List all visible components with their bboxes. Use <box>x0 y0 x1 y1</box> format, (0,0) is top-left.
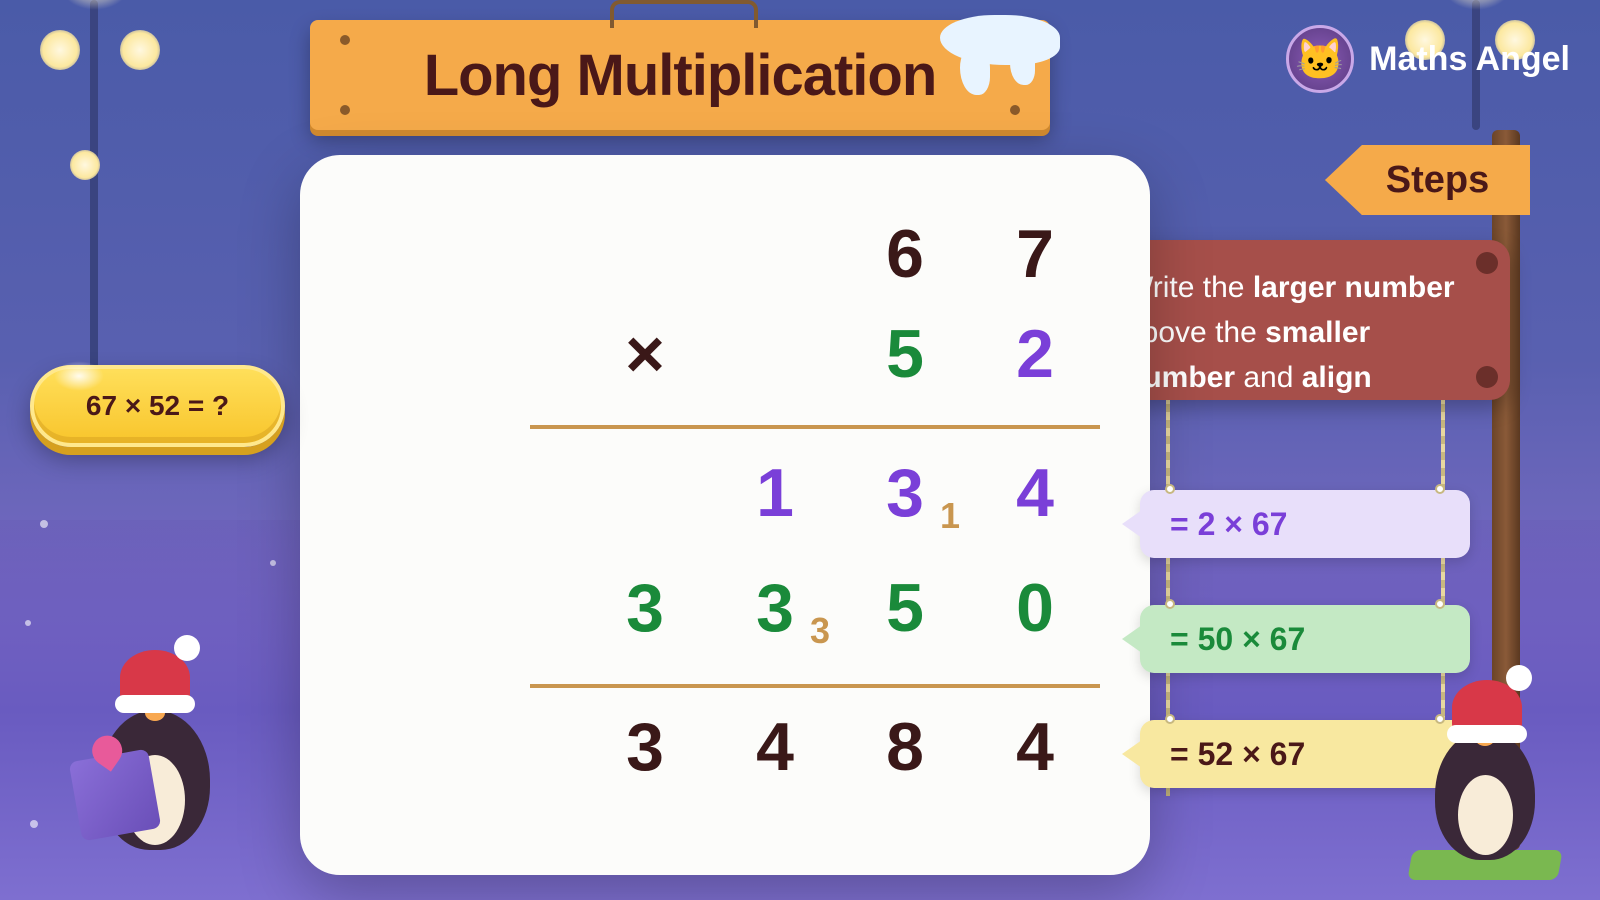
digit: 2 <box>970 315 1100 393</box>
digit-value: 3 <box>886 455 924 531</box>
partial-product-1: 1 3 1 4 <box>350 454 1100 554</box>
digit: 5 <box>840 569 970 647</box>
multiplier-row: × 5 2 <box>350 315 1100 415</box>
digit: 3 1 <box>840 454 970 532</box>
snow-dot <box>40 520 48 528</box>
instruction-text: Write the larger number above the smalle… <box>1125 271 1455 394</box>
digit: 3 3 <box>710 569 840 647</box>
problem-text: 67 × 52 = ? <box>86 390 229 422</box>
digit: 8 <box>840 708 970 786</box>
divider <box>530 425 1100 429</box>
digit: 4 <box>970 454 1100 532</box>
rope-dot <box>1435 484 1445 494</box>
carry-digit: 3 <box>810 610 830 652</box>
instruction-bold: align <box>1302 361 1372 394</box>
breakdown-text: = 2 × 67 <box>1170 506 1287 543</box>
brand-logo: 🐱 Maths Angel <box>1286 25 1570 93</box>
breakdown-text: = 50 × 67 <box>1170 621 1305 658</box>
bg-lamp-light <box>70 150 100 180</box>
digit: 4 <box>970 708 1100 786</box>
digit: 3 <box>580 708 710 786</box>
instruction-bold: larger number <box>1253 271 1455 304</box>
digit-value: 3 <box>756 570 794 646</box>
ice-decoration <box>940 15 1100 105</box>
digit: 1 <box>710 454 840 532</box>
snow-dot <box>25 620 31 626</box>
nail-icon <box>340 105 350 115</box>
bg-lamppost <box>90 0 98 420</box>
page-title: Long Multiplication <box>424 42 937 109</box>
partial-product-2: 3 3 3 5 0 <box>350 569 1100 669</box>
snow-dot <box>30 820 38 828</box>
divider <box>530 684 1100 688</box>
bg-lamp-light <box>40 30 80 70</box>
brand-name: Maths Angel <box>1369 40 1570 79</box>
nail-icon <box>340 35 350 45</box>
digit: 6 <box>840 215 970 293</box>
digit: 4 <box>710 708 840 786</box>
rope-dot <box>1435 599 1445 609</box>
problem-chip: 67 × 52 = ? <box>30 365 285 447</box>
steps-button[interactable]: Steps <box>1325 145 1530 215</box>
instruction-part: and <box>1235 361 1302 394</box>
breakdown-step-2: = 50 × 67 <box>1140 605 1470 673</box>
multiplicand-row: 6 7 <box>350 215 1100 315</box>
result-row: 3 4 8 4 <box>350 708 1100 808</box>
operator: × <box>580 315 710 393</box>
instruction-callout: Write the larger number above the smalle… <box>1090 240 1510 400</box>
rope-dot <box>1165 599 1175 609</box>
digit: 5 <box>840 315 970 393</box>
penguin-gift-character <box>70 650 250 870</box>
breakdown-text: = 52 × 67 <box>1170 736 1305 773</box>
calculation-card: 6 7 × 5 2 1 3 1 4 3 3 3 5 0 <box>300 155 1150 875</box>
bg-lamp-light <box>120 30 160 70</box>
rope-dot <box>1165 714 1175 724</box>
penguin-sled-character <box>1410 680 1570 880</box>
rope-dot <box>1165 484 1175 494</box>
snow-dot <box>270 560 276 566</box>
math-grid: 6 7 × 5 2 1 3 1 4 3 3 3 5 0 <box>350 215 1100 808</box>
close-icon[interactable] <box>1476 366 1498 388</box>
breakdown-step-1: = 2 × 67 <box>1140 490 1470 558</box>
digit: 7 <box>970 215 1100 293</box>
steps-label: Steps <box>1386 159 1489 202</box>
digit: 0 <box>970 569 1100 647</box>
close-icon[interactable] <box>1476 252 1498 274</box>
digit: 3 <box>580 569 710 647</box>
title-board: Long Multiplication <box>310 20 1050 130</box>
logo-badge-icon: 🐱 <box>1286 25 1354 93</box>
nail-icon <box>1010 105 1020 115</box>
carry-digit: 1 <box>940 495 960 537</box>
